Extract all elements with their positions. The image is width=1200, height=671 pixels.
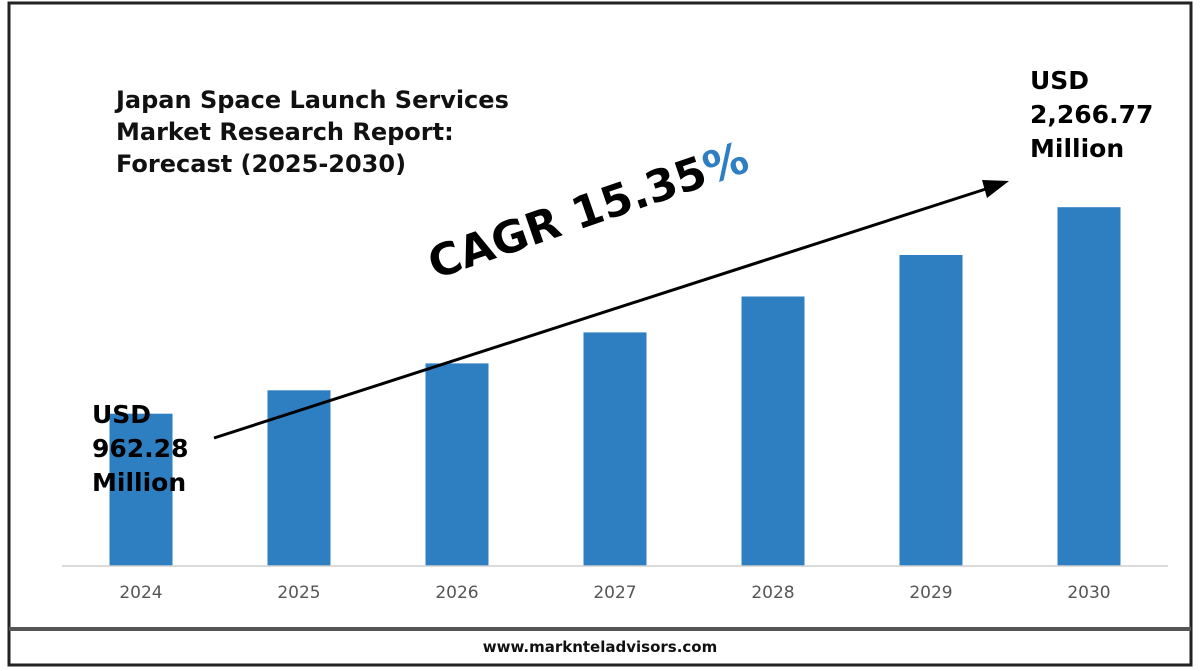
title-line: Forecast (2025-2030) <box>116 150 407 178</box>
outer-border <box>7 1 1193 667</box>
x-tick-label-2027: 2027 <box>593 583 636 603</box>
bar-2030 <box>1057 207 1121 566</box>
bar-2027 <box>583 332 647 566</box>
end-currency: USD <box>1030 66 1090 95</box>
bar-2028 <box>741 296 805 566</box>
start-unit: Million <box>92 468 187 497</box>
end-value-annotation: USD 2,266.77 Million <box>1030 64 1190 166</box>
bar-2026 <box>425 363 489 566</box>
end-value: 2,266.77 <box>1030 100 1154 129</box>
footer-website[interactable]: www.marknteladvisors.com <box>482 638 718 656</box>
bar-2029 <box>899 255 963 566</box>
title-line: Market Research Report: <box>116 118 454 146</box>
bar-2025 <box>267 390 331 566</box>
start-currency: USD <box>92 400 152 429</box>
bars-group <box>109 207 1121 566</box>
x-tick-label-2030: 2030 <box>1067 583 1110 603</box>
x-tick-label-2025: 2025 <box>277 583 320 603</box>
x-tick-label-2026: 2026 <box>435 583 478 603</box>
start-value-annotation: USD 962.28 Million <box>92 398 232 500</box>
x-tick-label-2029: 2029 <box>909 583 952 603</box>
x-tick-label-2028: 2028 <box>751 583 794 603</box>
title-line: Japan Space Launch Services <box>116 86 509 114</box>
x-tick-labels: 2024 2025 2026 2027 2028 2029 2030 <box>119 583 1110 603</box>
bar-2024 <box>109 413 173 566</box>
x-tick-label-2024: 2024 <box>119 583 162 603</box>
chart-title: Japan Space Launch Services Market Resea… <box>116 84 576 180</box>
start-value: 962.28 <box>92 434 189 463</box>
growth-arrow-head <box>982 180 1009 198</box>
growth-arrow-shaft <box>213 185 993 440</box>
end-unit: Million <box>1030 134 1125 163</box>
